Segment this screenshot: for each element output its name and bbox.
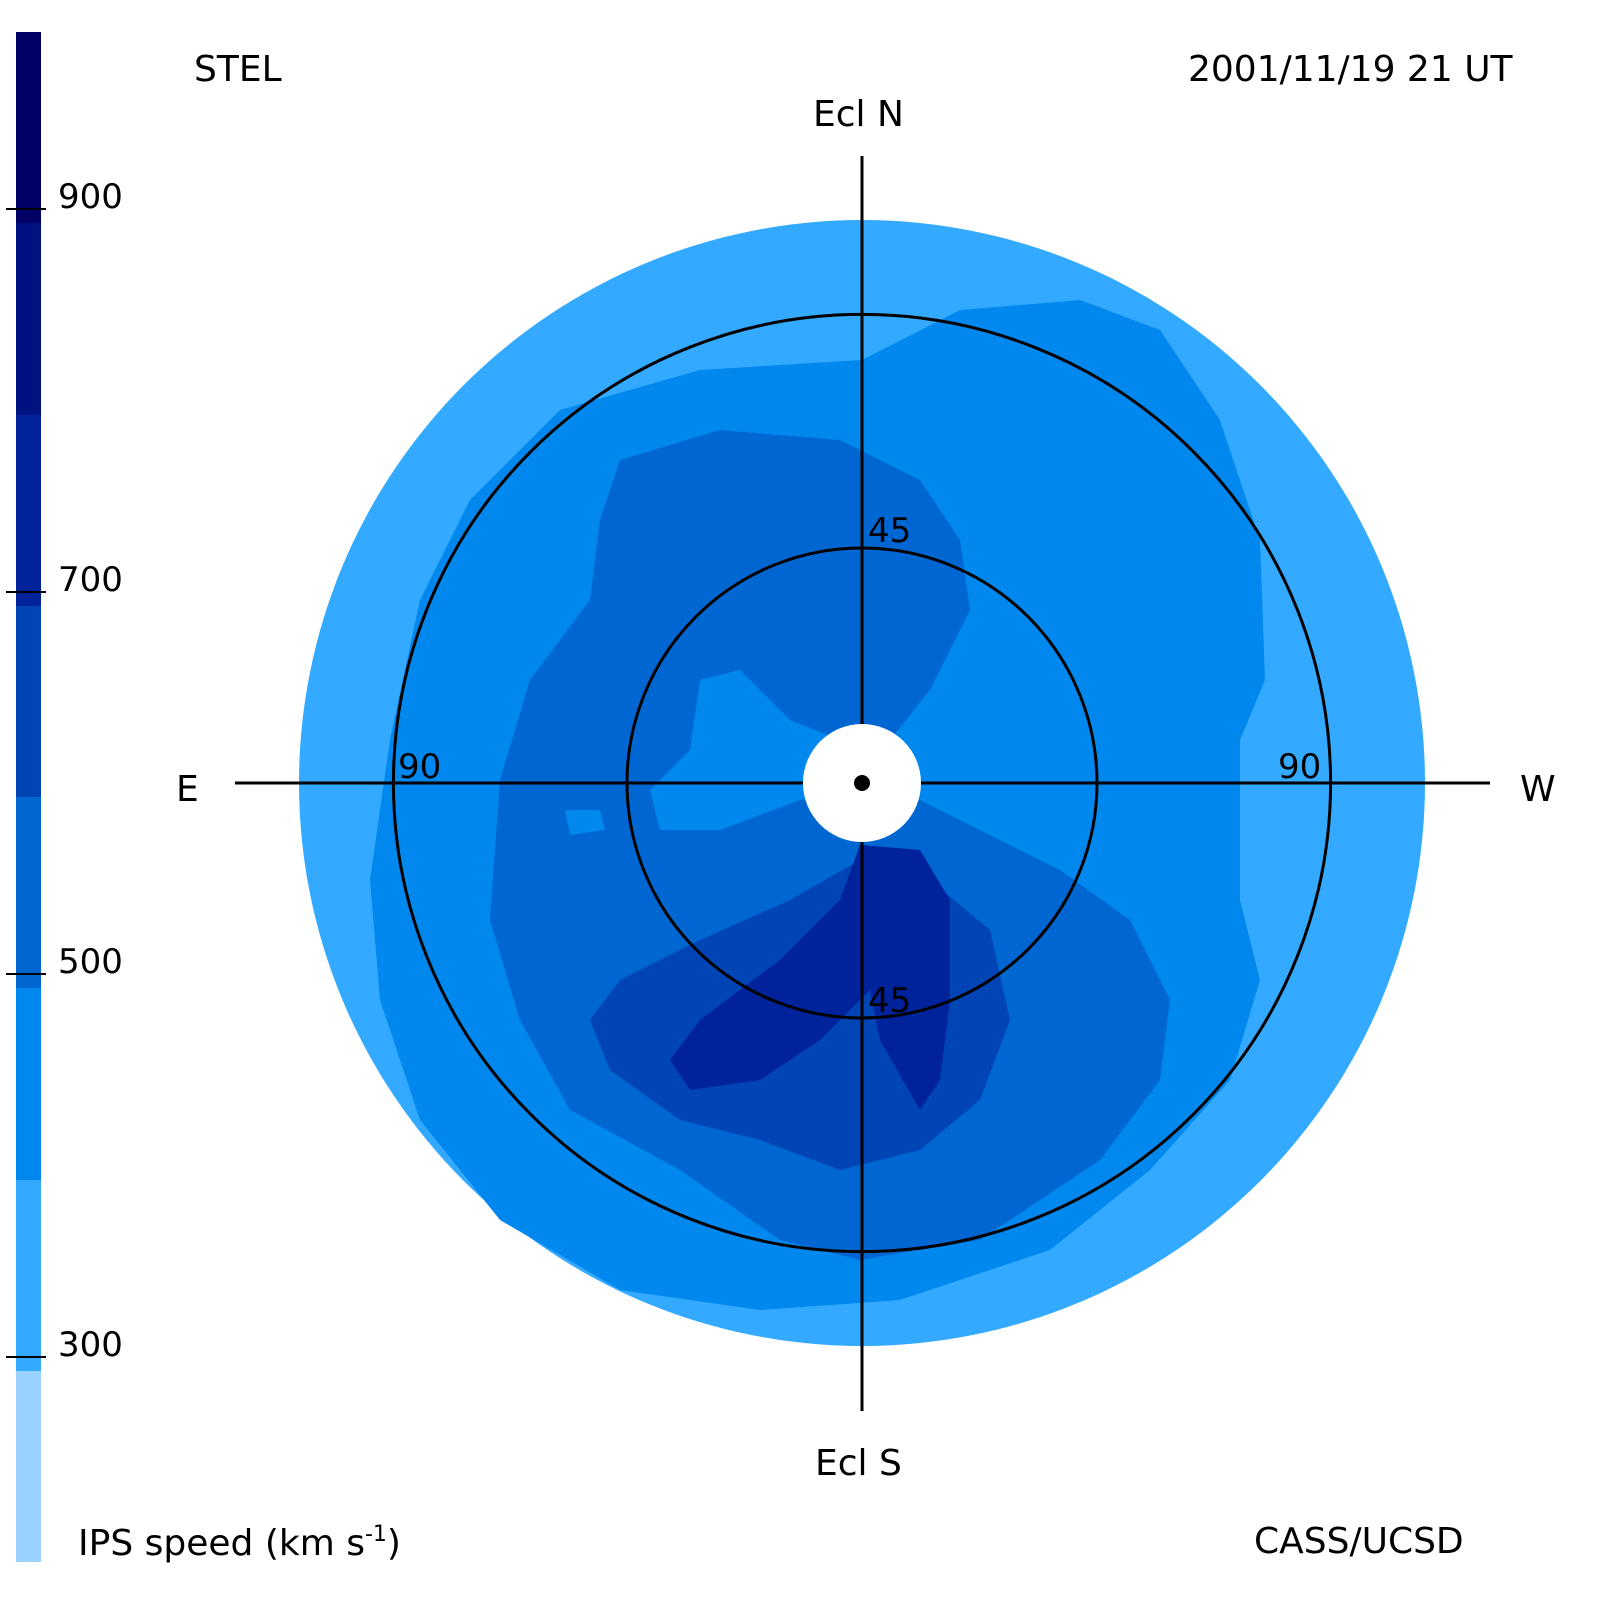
east-label: E [176, 769, 199, 810]
colorbar [16, 32, 41, 1562]
colorbar-tick-label: 500 [58, 942, 123, 983]
colorbar-segment [16, 223, 41, 415]
colorbar-tick [6, 208, 46, 211]
colorbar-title-text: IPS speed (km s [78, 1523, 365, 1564]
station-label: STEL [194, 49, 282, 90]
ring-label: 45 [868, 981, 911, 1021]
colorbar-title-close: ) [386, 1523, 401, 1564]
west-label: W [1520, 769, 1556, 810]
timestamp-label: 2001/11/19 21 UT [1188, 49, 1513, 90]
colorbar-tick-label: 700 [58, 559, 123, 600]
colorbar-tick [6, 590, 46, 593]
colorbar-segment [16, 605, 41, 797]
colorbar-segment [16, 797, 41, 989]
colorbar-title-exponent: -1 [364, 1522, 387, 1547]
colorbar-tick [6, 1355, 46, 1358]
ring-label: 90 [398, 747, 441, 787]
region-700-800 [670, 845, 950, 1110]
ring-label: 45 [868, 511, 911, 551]
colorbar-segment [16, 1179, 41, 1371]
colorbar-segment [16, 32, 41, 224]
sun-marker [854, 775, 870, 791]
colorbar-segment [16, 988, 41, 1180]
colorbar-segment [16, 1370, 41, 1562]
colorbar-segment [16, 414, 41, 606]
colorbar-tick [6, 973, 46, 976]
ecl-south-label: Ecl S [815, 1443, 902, 1484]
colorbar-title: IPS speed (km s-1) [78, 1524, 401, 1562]
region-400-500-spot [565, 810, 605, 835]
credit-label: CASS/UCSD [1254, 1521, 1464, 1562]
colorbar-tick-label: 900 [58, 177, 123, 218]
colorbar-tick-label: 300 [58, 1324, 123, 1365]
ecl-north-label: Ecl N [813, 94, 904, 135]
ring-label: 90 [1278, 747, 1321, 787]
